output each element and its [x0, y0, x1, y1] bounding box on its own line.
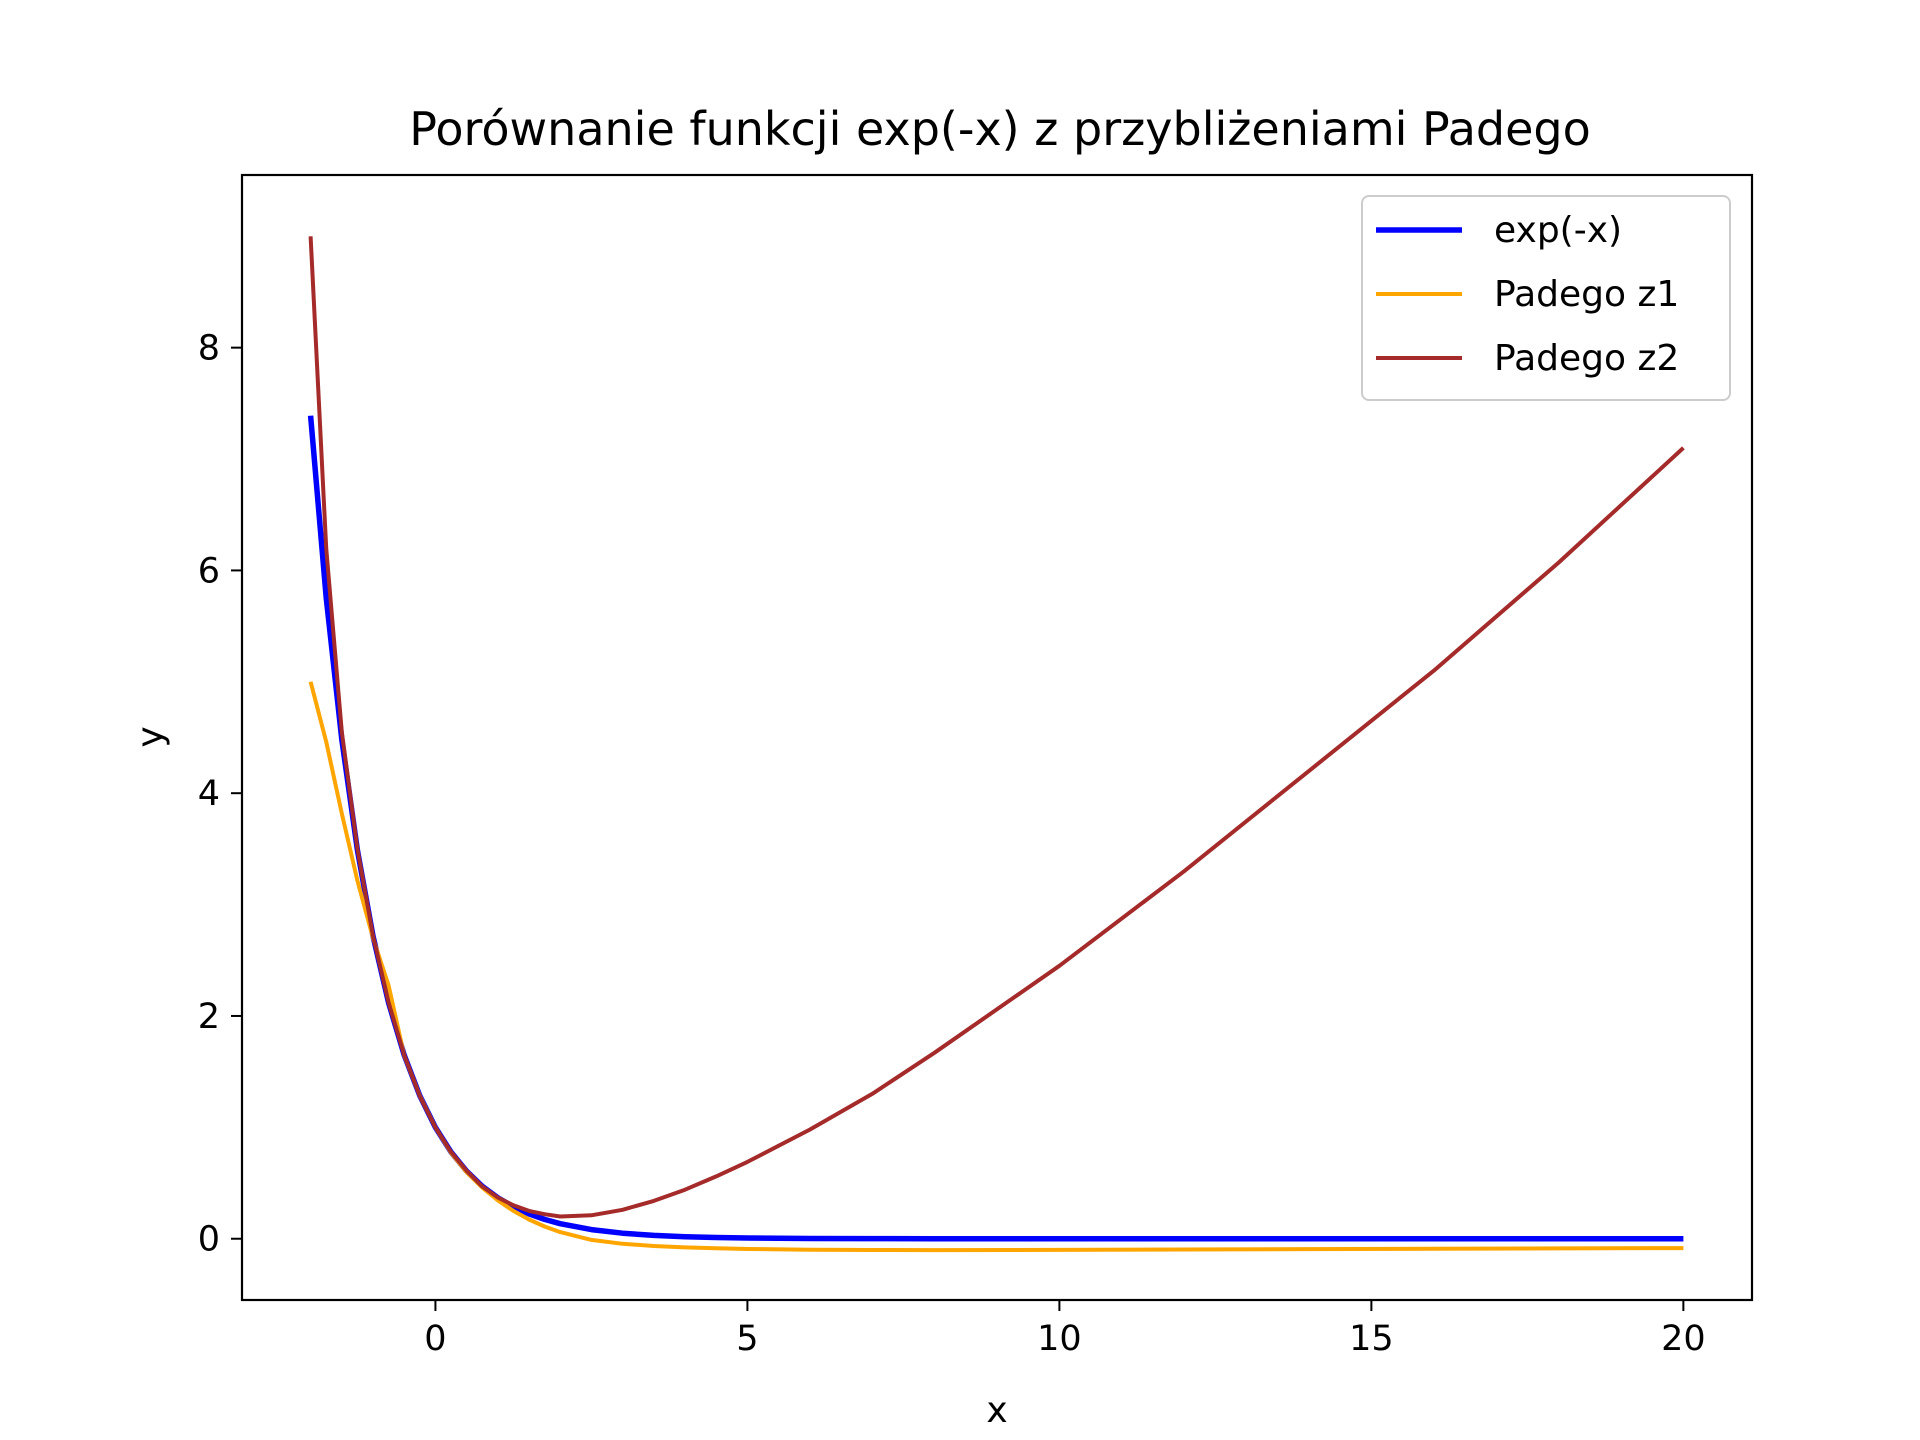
x-tick-label: 5 — [736, 1319, 758, 1359]
y-tick-label: 6 — [198, 551, 220, 591]
x-tick-label: 0 — [424, 1319, 446, 1359]
legend-entries: exp(-x) Padego z1 Padego z2 — [1376, 210, 1679, 379]
y-axis: 0 2 4 6 8 — [198, 329, 242, 1260]
x-axis-label: x — [986, 1390, 1007, 1431]
x-axis: 0 5 10 15 20 — [424, 1300, 1706, 1359]
series-group — [307, 236, 1685, 1253]
y-tick-label: 8 — [198, 329, 220, 369]
x-tick-label: 10 — [1037, 1319, 1082, 1359]
series-line-2 — [308, 681, 1684, 1253]
chart-title: Porównanie funkcji exp(-x) z przybliżeni… — [409, 102, 1590, 156]
x-tick-label: 20 — [1661, 1319, 1706, 1359]
y-tick-label: 2 — [198, 997, 220, 1037]
y-axis-label: y — [130, 726, 171, 747]
y-tick-label: 0 — [198, 1220, 220, 1260]
legend-label-3: Padego z2 — [1494, 338, 1679, 379]
plot-area — [240, 173, 1754, 1302]
legend-box — [1361, 195, 1731, 401]
legend-label-1: exp(-x) — [1494, 210, 1622, 251]
x-tick-label: 15 — [1349, 1319, 1394, 1359]
plot-frame — [240, 173, 1754, 1302]
legend-label-2: Padego z1 — [1494, 274, 1679, 315]
series-line-3 — [308, 236, 1685, 1219]
legend: exp(-x) Padego z1 Padego z2 — [1361, 195, 1731, 401]
y-tick-label: 4 — [198, 774, 220, 814]
